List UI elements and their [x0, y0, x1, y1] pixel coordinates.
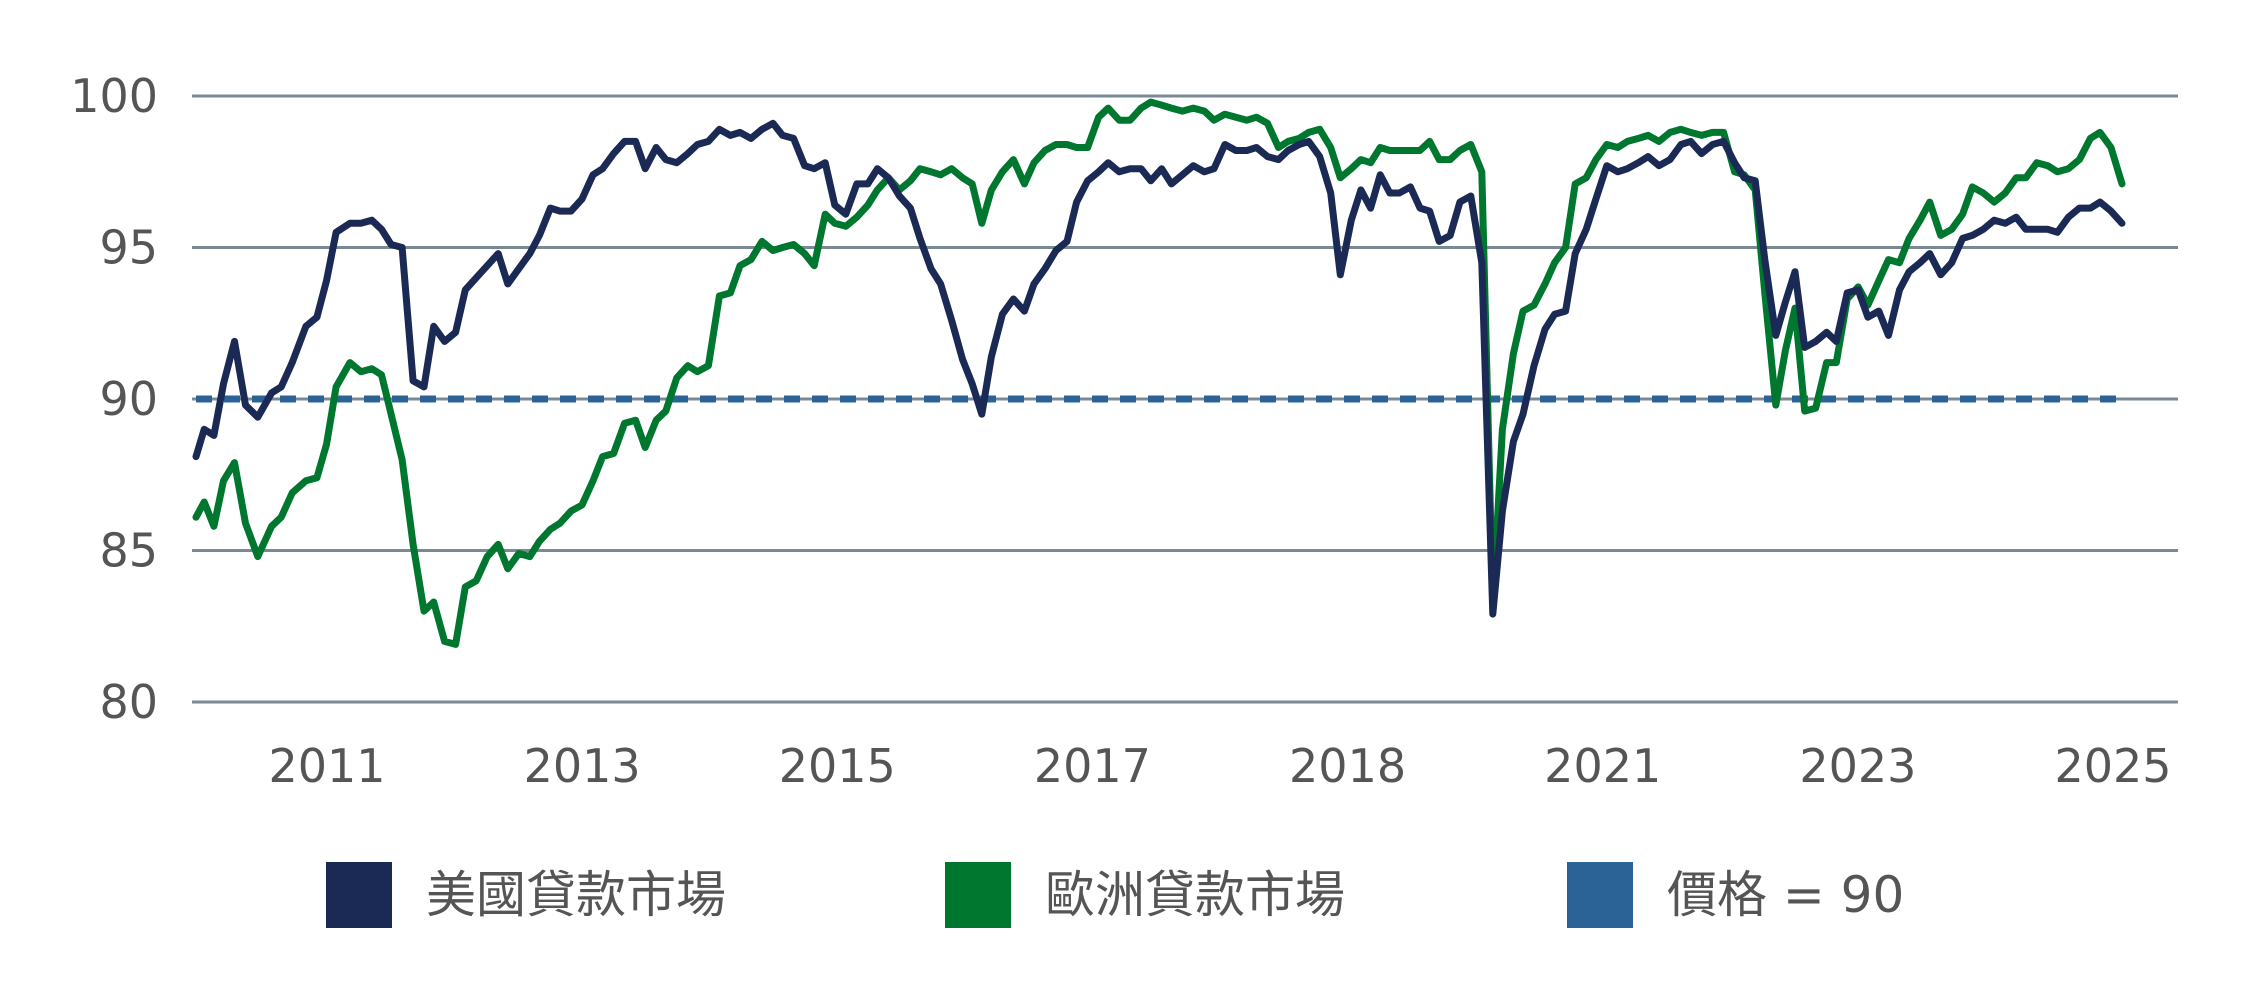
x-tick-label: 2025 [2054, 739, 2171, 793]
legend-swatch-0 [326, 862, 392, 928]
y-tick-label: 90 [99, 372, 158, 426]
y-tick-label: 100 [70, 69, 158, 123]
legend: 美國貸款市場 歐洲貸款市場 價格 = 90 [326, 862, 1904, 928]
legend-label-1: 歐洲貸款市場 [1045, 866, 1345, 924]
series-line-1 [192, 98, 2126, 648]
x-tick-label: 2021 [1544, 739, 1661, 793]
legend-label-0: 美國貸款市場 [426, 866, 726, 924]
series-lines [192, 98, 2126, 648]
x-tick-label: 2013 [524, 739, 641, 793]
x-tick-label: 2015 [779, 739, 896, 793]
x-axis-ticks: 2011 2013 2015 2017 2018 2021 2023 2025 [268, 739, 2171, 793]
y-axis-ticks: 80 85 90 95 100 [70, 69, 158, 729]
y-tick-label: 80 [99, 675, 158, 729]
legend-swatch-2 [1567, 862, 1633, 928]
legend-label-2: 價格 = 90 [1667, 866, 1904, 924]
x-tick-label: 2017 [1034, 739, 1151, 793]
x-tick-label: 2011 [268, 739, 385, 793]
x-tick-label: 2018 [1289, 739, 1406, 793]
y-tick-label: 95 [99, 221, 158, 275]
legend-swatch-1 [945, 862, 1011, 928]
x-tick-label: 2023 [1799, 739, 1916, 793]
series-line-0 [192, 119, 2126, 618]
y-tick-label: 85 [99, 524, 158, 578]
